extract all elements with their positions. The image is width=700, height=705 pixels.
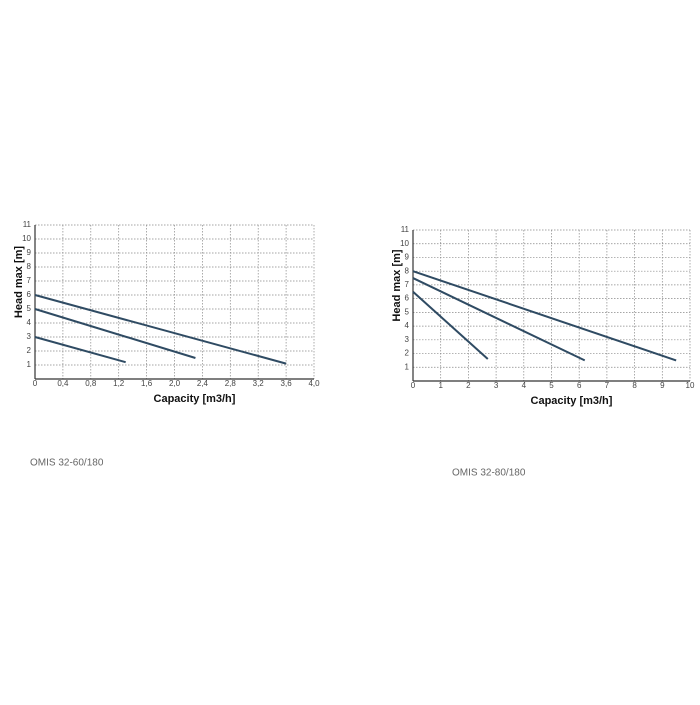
x-tick-label: 6 (577, 381, 582, 390)
x-tick-label: 0,4 (57, 379, 69, 388)
y-tick-label: 2 (27, 346, 32, 355)
y-tick-label: 10 (22, 234, 31, 243)
x-axis-label: Capacity [m3/h] (154, 393, 236, 405)
x-tick-label: 1,6 (141, 379, 153, 388)
y-tick-label: 11 (23, 220, 32, 229)
caption: OMIS 32-60/180 (30, 458, 104, 469)
x-tick-label: 4,0 (308, 379, 320, 388)
curve (34, 308, 196, 359)
y-axis-label: Head max [m] (13, 246, 25, 318)
curve (412, 291, 489, 360)
y-tick-label: 6 (27, 290, 32, 299)
x-tick-label: 0,8 (85, 379, 97, 388)
x-tick-label: 0 (411, 381, 416, 390)
y-tick-label: 7 (27, 276, 32, 285)
y-tick-label: 8 (405, 266, 410, 275)
y-tick-label: 7 (405, 280, 410, 289)
y-tick-label: 4 (405, 321, 410, 330)
x-tick-label: 0 (33, 379, 38, 388)
y-tick-label: 3 (27, 332, 32, 341)
x-tick-label: 3,2 (253, 379, 265, 388)
x-tick-label: 10 (686, 381, 695, 390)
x-tick-label: 4 (522, 381, 527, 390)
x-tick-label: 5 (549, 381, 554, 390)
x-tick-label: 2 (466, 381, 471, 390)
y-tick-label: 4 (27, 318, 32, 327)
y-tick-label: 1 (405, 362, 410, 371)
caption: OMIS 32-80/180 (452, 468, 526, 479)
curve (34, 294, 287, 365)
y-tick-label: 6 (405, 294, 410, 303)
x-tick-label: 8 (632, 381, 637, 390)
curve (412, 277, 586, 362)
y-tick-label: 11 (401, 225, 410, 234)
y-tick-label: 3 (405, 335, 410, 344)
y-tick-label: 2 (405, 349, 410, 358)
x-tick-label: 3,6 (281, 379, 293, 388)
y-tick-label: 5 (27, 304, 32, 313)
x-axis-label: Capacity [m3/h] (531, 395, 613, 407)
y-tick-label: 8 (27, 262, 32, 271)
y-tick-label: 9 (405, 253, 410, 262)
x-tick-label: 2,8 (225, 379, 237, 388)
y-tick-label: 10 (400, 239, 409, 248)
y-tick-label: 5 (405, 307, 410, 316)
y-tick-label: 1 (27, 360, 32, 369)
x-tick-label: 2,4 (197, 379, 209, 388)
x-tick-label: 7 (605, 381, 610, 390)
x-tick-label: 1,2 (113, 379, 125, 388)
x-tick-label: 9 (660, 381, 665, 390)
x-tick-label: 1 (438, 381, 443, 390)
x-tick-label: 2,0 (169, 379, 181, 388)
curve (412, 270, 677, 362)
y-axis-label: Head max [m] (391, 249, 403, 321)
y-tick-label: 9 (27, 248, 32, 257)
x-tick-label: 3 (494, 381, 499, 390)
curve (34, 336, 126, 364)
